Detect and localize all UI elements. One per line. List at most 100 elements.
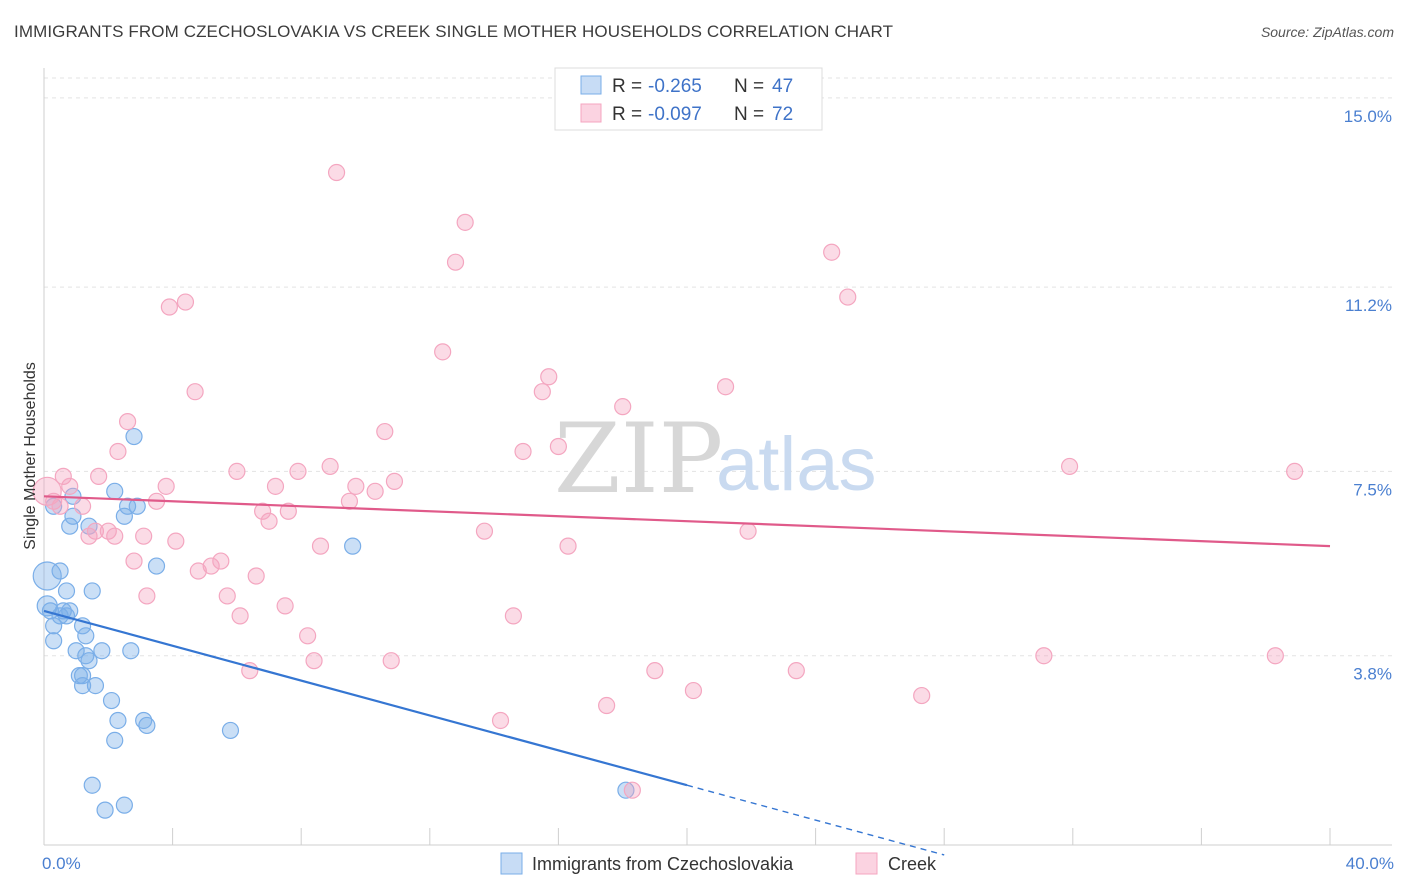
series-1-point-34 bbox=[279, 502, 297, 520]
series-1-point-12 bbox=[118, 412, 137, 431]
series-0-point-27 bbox=[93, 642, 111, 660]
series-0-point-15 bbox=[67, 642, 85, 660]
series-0-point-34 bbox=[115, 796, 133, 814]
series-1-point-11 bbox=[109, 442, 127, 461]
series-0-point-32 bbox=[109, 711, 127, 730]
series-1-point-41 bbox=[340, 492, 359, 510]
series-1-point-56 bbox=[549, 437, 568, 456]
series-0-point-30 bbox=[106, 731, 124, 749]
series-1-point-24 bbox=[212, 552, 230, 570]
series-0-point-37 bbox=[125, 427, 143, 446]
series-1-point-68 bbox=[913, 686, 931, 705]
series-1-point-8 bbox=[90, 467, 108, 485]
series-1-points bbox=[32, 163, 1304, 799]
series-1-point-32 bbox=[266, 477, 285, 495]
series-0-point-38 bbox=[128, 497, 146, 515]
series-1-point-57 bbox=[559, 537, 577, 555]
series-1-point-3 bbox=[54, 467, 72, 485]
series-1-point-54 bbox=[533, 383, 551, 401]
series-1-point-20 bbox=[176, 293, 195, 311]
legend-n-value-creek: 72 bbox=[772, 104, 793, 125]
series-1-point-19 bbox=[167, 532, 185, 550]
series-legend-label-czech: Immigrants from Czechoslovakia bbox=[532, 854, 794, 874]
series-0-point-20 bbox=[77, 647, 95, 665]
series-0-point-0 bbox=[32, 561, 62, 591]
series-0-point-23 bbox=[80, 652, 98, 670]
series-1-point-64 bbox=[739, 522, 757, 540]
series-1-point-44 bbox=[376, 422, 394, 441]
series-1-point-49 bbox=[456, 213, 474, 231]
series-1-point-66 bbox=[823, 243, 841, 261]
series-1-point-18 bbox=[160, 298, 178, 316]
series-1-point-61 bbox=[646, 662, 664, 680]
series-1-point-51 bbox=[491, 711, 510, 730]
series-1-point-15 bbox=[138, 587, 156, 605]
series-0-trendline-extension bbox=[686, 784, 945, 856]
series-1-point-52 bbox=[504, 607, 522, 625]
series-1-point-70 bbox=[1060, 457, 1079, 476]
series-legend-swatch-czech bbox=[500, 852, 523, 875]
series-1-point-39 bbox=[321, 457, 339, 476]
series-0-trendline bbox=[43, 609, 688, 787]
series-1-point-72 bbox=[1286, 462, 1304, 481]
legend-n-label-czech: N = bbox=[734, 76, 764, 97]
legend-swatch-czech bbox=[580, 75, 602, 95]
legend-n-label-creek: N = bbox=[734, 104, 764, 125]
legend-r-value-creek: -0.097 bbox=[648, 104, 702, 125]
series-0-point-3 bbox=[45, 617, 63, 635]
series-0-point-9 bbox=[57, 582, 76, 600]
series-1-point-31 bbox=[260, 512, 278, 530]
series-0-point-36 bbox=[122, 642, 140, 660]
legend-n-value-czech: 47 bbox=[772, 76, 793, 97]
series-1-point-4 bbox=[61, 477, 79, 495]
series-1-point-65 bbox=[787, 662, 805, 680]
series-0-point-18 bbox=[73, 667, 92, 685]
series-0-point-42 bbox=[221, 721, 240, 740]
y-tick-label-3: 15.0% bbox=[1344, 107, 1392, 126]
series-1-point-33 bbox=[276, 597, 294, 615]
series-0-points bbox=[32, 427, 635, 819]
y-axis-label: Single Mother Households bbox=[22, 362, 39, 550]
series-0-point-43 bbox=[344, 537, 362, 555]
series-0-point-40 bbox=[138, 716, 156, 735]
series-0-point-21 bbox=[77, 627, 95, 645]
series-1-point-71 bbox=[1266, 647, 1284, 665]
series-0-point-39 bbox=[135, 711, 153, 730]
series-1-point-10 bbox=[106, 527, 124, 545]
series-legend-label-creek: Creek bbox=[888, 854, 937, 874]
series-0-point-26 bbox=[86, 676, 105, 695]
series-1-point-22 bbox=[189, 562, 207, 580]
series-1-point-35 bbox=[289, 462, 307, 481]
legend-r-label-creek: R = bbox=[612, 104, 642, 125]
series-1-point-58 bbox=[598, 696, 616, 715]
trend-layer bbox=[43, 495, 1331, 856]
series-1-trendline bbox=[43, 495, 1331, 548]
series-1-point-48 bbox=[446, 253, 465, 271]
series-legend: Immigrants from Czechoslovakia Creek bbox=[500, 852, 937, 875]
watermark: ZIP atlas bbox=[554, 403, 877, 515]
series-0-point-5 bbox=[45, 497, 63, 515]
series-1-point-50 bbox=[475, 522, 494, 540]
series-1-point-7 bbox=[86, 522, 105, 540]
chart-title: IMMIGRANTS FROM CZECHOSLOVAKIA VS CREEK … bbox=[14, 22, 894, 41]
y-tick-label-0: 3.8% bbox=[1353, 665, 1392, 684]
series-1-point-47 bbox=[434, 343, 452, 361]
series-0-point-4 bbox=[45, 632, 63, 650]
series-1-point-2 bbox=[51, 497, 69, 515]
y-tick-label-1: 7.5% bbox=[1353, 480, 1392, 499]
series-1-point-46 bbox=[385, 472, 404, 490]
series-1-point-5 bbox=[73, 497, 92, 515]
series-0-point-6 bbox=[51, 562, 69, 580]
series-1-point-62 bbox=[684, 681, 703, 700]
series-1-point-43 bbox=[366, 482, 384, 500]
legend-r-label-czech: R = bbox=[612, 76, 642, 97]
series-0-point-35 bbox=[118, 497, 137, 515]
series-1-point-60 bbox=[623, 781, 641, 799]
series-0-point-17 bbox=[73, 676, 92, 695]
series-legend-swatch-creek bbox=[855, 852, 878, 875]
series-1-point-29 bbox=[247, 567, 265, 585]
series-1-point-26 bbox=[228, 462, 246, 481]
series-0-point-11 bbox=[61, 517, 79, 535]
series-1-point-59 bbox=[614, 398, 632, 416]
